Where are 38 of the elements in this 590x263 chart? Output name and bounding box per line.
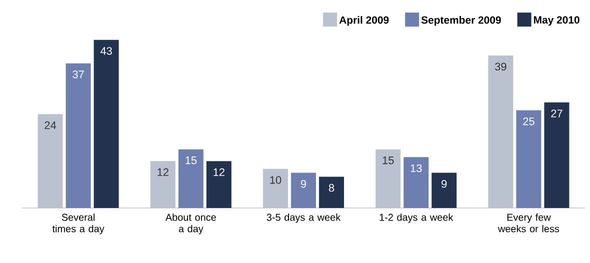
legend-label: April 2009 <box>339 16 389 26</box>
data-label: 39 <box>495 62 506 70</box>
data-label: 12 <box>214 168 224 176</box>
data-label: 8 <box>328 184 334 192</box>
data-label: 24 <box>44 121 56 130</box>
bar <box>544 102 570 208</box>
data-label: 13 <box>410 164 422 172</box>
data-label: 43 <box>100 47 112 55</box>
bar <box>319 176 344 208</box>
bar <box>432 172 457 208</box>
bar <box>488 56 514 208</box>
bar <box>206 161 232 208</box>
legend-label: May 2010 <box>534 16 580 26</box>
legend-label: September 2009 <box>421 16 501 26</box>
data-label: 15 <box>186 156 197 164</box>
bar <box>516 110 542 208</box>
data-label: 9 <box>300 180 306 188</box>
data-label: 25 <box>523 117 534 126</box>
bar <box>38 114 63 208</box>
data-label: 12 <box>158 168 168 176</box>
data-label: 10 <box>270 176 282 184</box>
x-tick-label: 1-2 days a week <box>380 214 454 223</box>
bar <box>291 172 316 208</box>
data-label: 27 <box>551 110 562 118</box>
bar <box>178 149 204 208</box>
data-label: 37 <box>72 70 84 78</box>
data-label: 9 <box>442 180 447 188</box>
x-tick-label: Every few weeks or less <box>498 214 560 232</box>
bar <box>263 168 288 208</box>
bar <box>94 40 119 208</box>
x-tick-label: 3-5 days a week <box>266 214 341 223</box>
bar <box>150 161 176 208</box>
data-label: 15 <box>382 156 394 164</box>
bar <box>66 63 91 208</box>
x-tick-label: Several times a day <box>52 214 104 234</box>
bar <box>376 149 401 208</box>
bar <box>404 157 429 208</box>
x-tick-label: About once a day <box>165 214 216 234</box>
